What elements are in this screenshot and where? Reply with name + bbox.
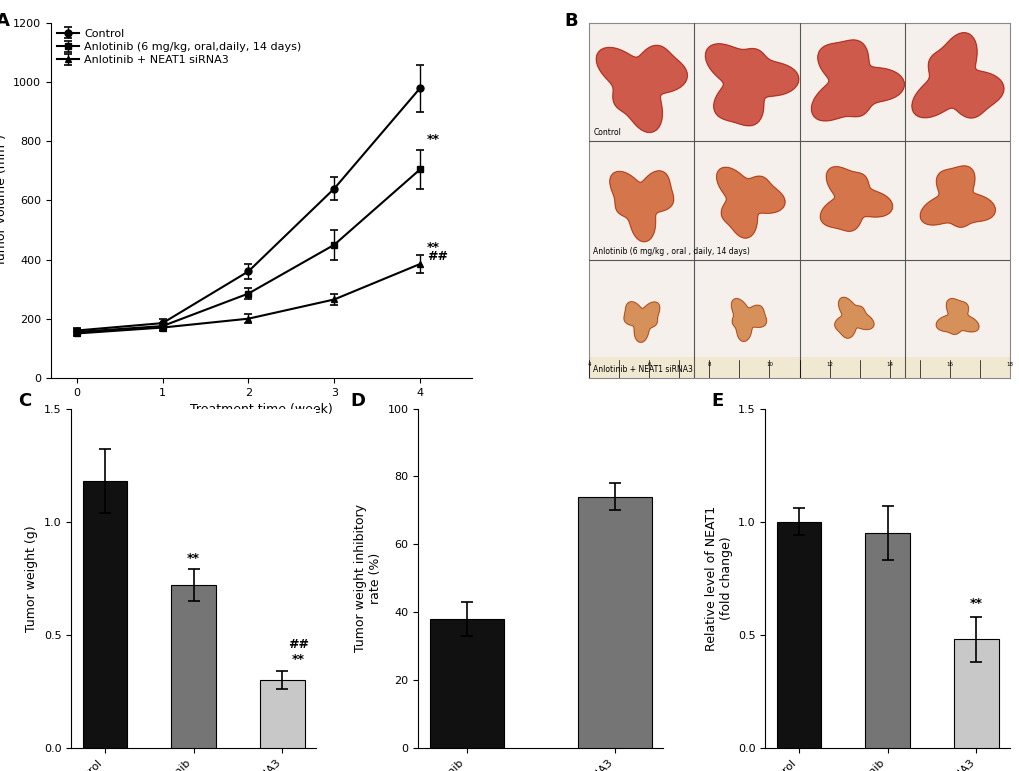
Bar [171,585,216,748]
Bar [260,680,305,748]
Text: 6: 6 [647,362,650,367]
Bar [577,497,651,748]
Text: B: B [564,12,577,31]
Text: 8: 8 [707,362,710,367]
X-axis label: Treatment time (week): Treatment time (week) [190,403,332,416]
Y-axis label: Tumor weight inhibitory
rate (%): Tumor weight inhibitory rate (%) [354,504,382,652]
Text: Anlotinib (6 mg/kg , oral , daily, 14 days): Anlotinib (6 mg/kg , oral , daily, 14 da… [593,247,750,255]
Text: C: C [17,392,31,409]
Polygon shape [624,301,659,342]
Text: 14: 14 [886,362,893,367]
Text: A: A [0,12,10,31]
Y-axis label: Relative level of NEAT1
(fold change): Relative level of NEAT1 (fold change) [704,506,732,651]
Polygon shape [716,167,785,238]
Text: 4: 4 [587,362,590,367]
Text: E: E [711,392,723,409]
Text: 16: 16 [946,362,953,367]
Bar [954,639,998,748]
Polygon shape [834,298,873,338]
Text: **: ** [291,654,305,666]
Text: 10: 10 [765,362,772,367]
Text: Anlotinib + NEAT1 siRNA3: Anlotinib + NEAT1 siRNA3 [593,365,693,374]
Polygon shape [935,298,978,335]
Polygon shape [609,171,674,242]
Polygon shape [811,40,904,121]
Polygon shape [919,166,995,227]
Bar [429,619,503,748]
Text: **: ** [427,133,439,146]
Y-axis label: Tumor volume (mm³): Tumor volume (mm³) [0,134,7,267]
Text: **: ** [427,241,439,254]
Text: **: ** [186,552,200,564]
Bar [775,522,820,748]
Text: Control: Control [593,128,621,137]
Text: ##: ## [287,638,309,651]
Text: **: ** [969,597,982,610]
Bar [589,356,1009,378]
Polygon shape [731,298,766,342]
Bar [864,533,909,748]
Polygon shape [819,167,892,231]
Text: D: D [350,392,365,409]
Text: 18: 18 [1006,362,1012,367]
Text: ##: ## [427,250,447,262]
Text: 12: 12 [825,362,833,367]
Legend: Control, Anlotinib (6 mg/kg, oral,daily, 14 days), Anlotinib + NEAT1 siRNA3: Control, Anlotinib (6 mg/kg, oral,daily,… [56,29,302,66]
Polygon shape [911,32,1003,118]
Polygon shape [705,44,798,126]
Polygon shape [596,45,687,133]
Y-axis label: Tumor weight (g): Tumor weight (g) [25,525,39,631]
Bar [83,481,126,748]
